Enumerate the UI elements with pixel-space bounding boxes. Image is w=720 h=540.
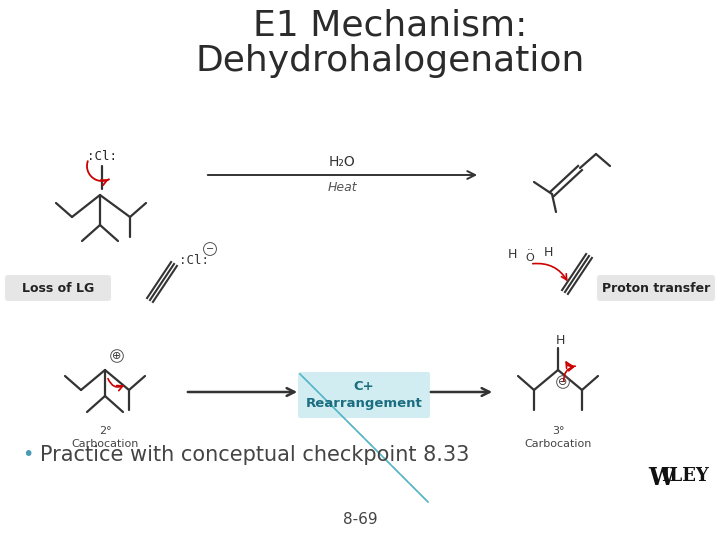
Text: ··
O: ·· O — [526, 245, 534, 263]
Text: Loss of LG: Loss of LG — [22, 281, 94, 294]
Text: Heat: Heat — [328, 181, 357, 194]
Text: C+
Rearrangement: C+ Rearrangement — [305, 380, 423, 410]
Text: :Cl:: :Cl: — [179, 253, 209, 267]
Text: H: H — [544, 246, 553, 259]
Text: ILEY: ILEY — [661, 467, 708, 485]
FancyBboxPatch shape — [298, 372, 430, 418]
Text: W: W — [648, 466, 675, 490]
Text: E1 Mechanism:: E1 Mechanism: — [253, 8, 527, 42]
FancyBboxPatch shape — [5, 275, 111, 301]
Text: Dehydrohalogenation: Dehydrohalogenation — [195, 44, 585, 78]
FancyBboxPatch shape — [597, 275, 715, 301]
Text: ⊕: ⊕ — [112, 351, 122, 361]
Text: H: H — [555, 334, 564, 347]
Text: H₂O: H₂O — [329, 155, 356, 169]
Text: :Cl:: :Cl: — [87, 151, 117, 164]
Text: H: H — [508, 247, 517, 260]
Text: 2°
Carbocation: 2° Carbocation — [71, 426, 139, 449]
Text: 8-69: 8-69 — [343, 512, 377, 528]
Text: −: − — [206, 244, 214, 254]
Text: Proton transfer: Proton transfer — [602, 281, 710, 294]
Text: •: • — [22, 446, 34, 464]
Text: Practice with conceptual checkpoint 8.33: Practice with conceptual checkpoint 8.33 — [40, 445, 469, 465]
Text: ⊖: ⊖ — [558, 377, 567, 387]
Text: 3°
Carbocation: 3° Carbocation — [524, 426, 592, 449]
